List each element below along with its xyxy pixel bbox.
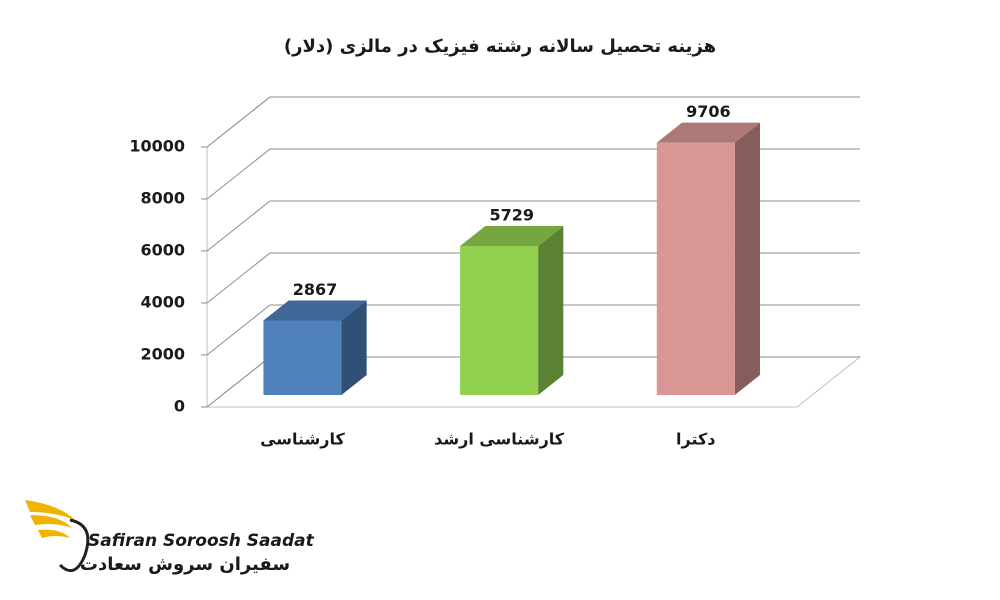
bar-side [538, 226, 564, 395]
y-tick-label: 4000 [140, 293, 185, 312]
bar-top [656, 122, 760, 143]
chart-title: هزینه تحصیل سالانه رشته فیزیک در مالزی (… [284, 36, 716, 57]
logo-wing [25, 500, 75, 538]
bar [460, 246, 539, 395]
x-tick-label: کارشناسی [260, 430, 345, 449]
value-label: 9706 [686, 102, 731, 121]
y-tick-label: 8000 [140, 189, 185, 208]
value-label: 5729 [489, 206, 534, 225]
y-tick-label: 6000 [140, 241, 185, 260]
bar-top [263, 300, 367, 321]
bar-side [341, 300, 367, 395]
y-tick-label: 0 [174, 397, 185, 416]
bar-top [460, 226, 564, 247]
logo-bird [58, 518, 90, 573]
brand-en: Safiran Soroosh Saadat [88, 531, 315, 551]
logo: Safiran Soroosh Saadat سفیران سروش سعادت [25, 500, 315, 575]
value-label: 2867 [293, 280, 338, 299]
bar [656, 142, 735, 395]
y-tick-label: 10000 [129, 137, 185, 156]
grid-line [206, 96, 860, 148]
y-tick-label: 2000 [140, 345, 185, 364]
bar-side [734, 122, 760, 396]
bar [263, 320, 342, 395]
x-tick-label: دکترا [676, 430, 715, 449]
x-tick-label: کارشناسی ارشد [434, 430, 565, 449]
brand-fa: سفیران سروش سعادت [80, 554, 290, 575]
grid-line [206, 148, 860, 200]
